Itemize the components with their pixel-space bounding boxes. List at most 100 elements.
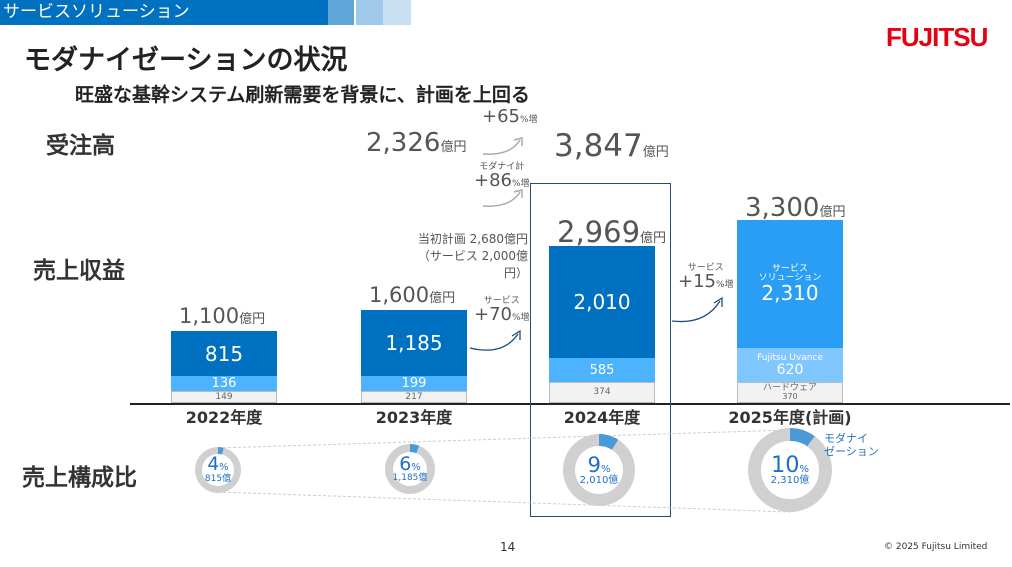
- fiscal-year-label: 2024年度: [563, 408, 641, 427]
- unit: 億円: [819, 205, 846, 220]
- percent-sign: %: [799, 463, 809, 475]
- orders-growth: +65%増: [482, 108, 538, 126]
- segment-value: 199: [401, 376, 427, 391]
- share-percent: 9%: [587, 454, 610, 475]
- service-segment: 815: [171, 331, 277, 376]
- orders-2023: 2,326億円: [366, 128, 466, 158]
- growth-2025: サービス +15%増: [678, 264, 734, 291]
- fiscal-year-label: 2025年度(計画): [728, 408, 852, 427]
- donut-legend: モダナイ ゼーション: [824, 432, 879, 459]
- unit: 億円: [440, 140, 467, 155]
- page-subtitle: 旺盛な基幹システム刷新需要を背景に、計画を上回る: [75, 84, 530, 106]
- growth-label: モダナイ計: [479, 162, 525, 172]
- fy2024-highlight-box: [530, 183, 671, 517]
- page-number: 14: [500, 540, 516, 554]
- section-header: サービスソリューション: [0, 0, 328, 25]
- total-value: 2,969: [557, 215, 641, 249]
- modernization-share-donut: 6% 1,185億: [385, 444, 435, 494]
- uvance-segment: 585: [549, 358, 655, 382]
- growth-label: サービス: [687, 263, 724, 273]
- percent-sign: %: [219, 462, 229, 474]
- composition-label: 売上構成比: [22, 465, 137, 491]
- share-percent: 4%: [207, 455, 229, 475]
- segment-value: 620: [776, 361, 804, 378]
- orders-2024-value: 3,847: [554, 128, 643, 164]
- header-block: [356, 0, 383, 25]
- uvance-segment: Fujitsu Uvance 620: [737, 348, 843, 382]
- segment-value: 2,310: [761, 281, 819, 305]
- hardware-segment: 217: [361, 391, 467, 403]
- growth-value: +70: [474, 304, 512, 325]
- revenue-label: 売上収益: [33, 258, 125, 284]
- revenue-total: 1,600億円: [369, 283, 455, 307]
- growth-2023: サービス +70%増: [474, 297, 530, 324]
- share-percent-value: 10: [770, 451, 800, 478]
- hardware-segment: 374: [549, 382, 655, 403]
- segment-name: サービス ソリューション: [758, 264, 822, 283]
- segment-value: 136: [211, 376, 237, 391]
- segment-value: 815: [204, 341, 244, 366]
- donut-center: 6% 1,185億: [393, 452, 427, 486]
- total-value: 3,300: [745, 193, 820, 223]
- initial-plan-line2: （サービス 2,000億円）: [417, 248, 528, 280]
- donut-center: 4% 815億: [202, 454, 234, 486]
- unit: 億円: [429, 291, 456, 306]
- growth-unit: %増: [512, 179, 530, 189]
- share-percent: 10%: [771, 454, 809, 476]
- copyright: © 2025 Fujitsu Limited: [884, 542, 988, 552]
- segment-value: 370: [782, 392, 798, 401]
- total-value: 1,100: [179, 304, 240, 328]
- fiscal-year-label: 2023年度: [375, 408, 453, 427]
- initial-plan-line1: 当初計画 2,680億円: [417, 232, 528, 246]
- segment-value: 2,010: [573, 290, 631, 314]
- percent-sign: %: [600, 464, 611, 476]
- service-segment: 2,010: [549, 246, 655, 358]
- segment-value: 217: [405, 391, 423, 402]
- revenue-total: 2,969億円: [557, 215, 666, 249]
- segment-name: Fujitsu Uvance: [757, 352, 823, 363]
- donut-center: 10% 2,310億: [761, 441, 819, 499]
- unit: 億円: [640, 231, 667, 246]
- revenue-bar-2: 374 585 2,010: [549, 246, 655, 403]
- service-segment: サービス ソリューション 2,310: [737, 220, 843, 348]
- segment-value: 374: [593, 387, 611, 397]
- hardware-segment: ハードウェア 370: [737, 382, 843, 403]
- growth-arrow-icon: [671, 296, 723, 323]
- growth-value: +86: [474, 170, 512, 191]
- share-percent-value: 9: [587, 452, 601, 478]
- header-block: [328, 0, 354, 25]
- initial-plan-note: 当初計画 2,680億円 （サービス 2,000億円）: [410, 231, 528, 281]
- growth-unit: %増: [520, 115, 538, 125]
- share-amount: 2,310億: [770, 475, 810, 487]
- fiscal-year-label: 2022年度: [185, 408, 263, 427]
- modernization-share-donut: 4% 815億: [195, 447, 241, 493]
- share-amount: 815億: [204, 473, 232, 484]
- modernization-share-donut: 10% 2,310億: [748, 428, 832, 512]
- revenue-total: 3,300億円: [745, 193, 845, 223]
- unit: 億円: [642, 145, 669, 160]
- share-amount: 2,010億: [579, 474, 619, 486]
- growth-unit: %増: [512, 313, 530, 323]
- growth-arrows-icon: [482, 137, 523, 207]
- modernization-share-donut: 9% 2,010億: [563, 434, 635, 506]
- revenue-bar-3: ハードウェア 370 Fujitsu Uvance 620 サービス ソリューション 2,…: [737, 220, 843, 403]
- revenue-total: 1,100億円: [179, 304, 265, 328]
- growth-unit: %増: [716, 280, 734, 290]
- orders-label: 受注高: [46, 133, 115, 159]
- orders-2024: 3,847億円: [554, 128, 669, 164]
- share-percent-value: 6: [399, 453, 412, 475]
- fujitsu-logo: FUJITSU: [886, 22, 988, 52]
- uvance-segment: 136: [171, 376, 277, 391]
- segment-value: 1,185: [385, 331, 443, 355]
- donut-center: 9% 2,010億: [574, 445, 624, 495]
- unit: 億円: [239, 312, 266, 327]
- hardware-segment: 149: [171, 391, 277, 403]
- growth-arrow-icon: [469, 329, 521, 351]
- share-amount: 1,185億: [392, 473, 428, 483]
- revenue-bar-0: 149 136 815: [171, 331, 277, 403]
- orders-2023-value: 2,326: [366, 128, 441, 158]
- segment-name: ハードウェア: [762, 383, 817, 393]
- percent-sign: %: [411, 462, 421, 473]
- service-segment: 1,185: [361, 310, 467, 376]
- page-title: モダナイゼーションの状況: [24, 45, 348, 76]
